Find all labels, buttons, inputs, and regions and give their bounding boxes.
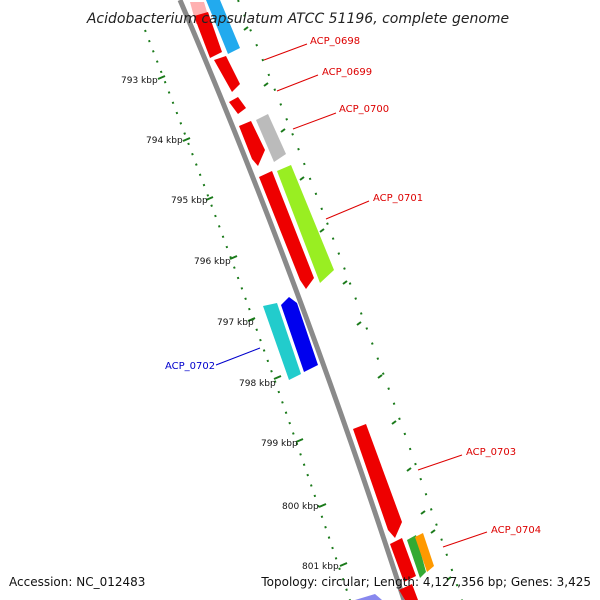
ruler-label-795: 795 kbp xyxy=(171,196,208,206)
gene-label-acp-0699[interactable]: ACP_0699 xyxy=(322,67,372,78)
cds-acp-0703[interactable] xyxy=(353,424,402,538)
cds-purple-bottom[interactable] xyxy=(355,594,382,600)
cds-acp-0698[interactable] xyxy=(194,12,222,58)
gene-label-acp-0703[interactable]: ACP_0703 xyxy=(466,447,516,458)
ruler-label-801: 801 kbp xyxy=(302,562,339,572)
ruler-label-793: 793 kbp xyxy=(121,76,158,86)
cds-acp-0700[interactable] xyxy=(229,97,246,114)
cds-skyblue-top[interactable] xyxy=(206,0,240,54)
cds-acp-0702-cyan[interactable] xyxy=(263,303,301,380)
ruler-dotted-line xyxy=(144,29,351,600)
ruler-label-799: 799 kbp xyxy=(261,439,298,449)
outer-guide-line xyxy=(237,0,463,600)
gene-label-acp-0698[interactable]: ACP_0698 xyxy=(310,36,360,47)
cds-acp-0699[interactable] xyxy=(214,56,240,92)
ruler-label-798: 798 kbp xyxy=(239,379,276,389)
cds-red-bottom[interactable] xyxy=(399,584,418,600)
map-title: Acidobacterium capsulatum ATCC 51196, co… xyxy=(86,11,509,27)
gene-label-acp-0702[interactable]: ACP_0702 xyxy=(165,361,215,372)
cds-gray[interactable] xyxy=(256,114,286,162)
cds-red-0700b[interactable] xyxy=(239,121,265,166)
cds-orange-0704[interactable] xyxy=(415,533,434,572)
gene-label-acp-0700[interactable]: ACP_0700 xyxy=(339,104,389,115)
leader-lines xyxy=(215,43,488,548)
topology-summary-text: Topology: circular; Length: 4,127,356 bp… xyxy=(260,575,591,589)
ruler-label-796: 796 kbp xyxy=(194,257,231,267)
ruler-ticks xyxy=(157,75,348,567)
gene-label-acp-0701[interactable]: ACP_0701 xyxy=(373,193,423,204)
outer-dashes xyxy=(243,26,452,581)
cds-acp-0704[interactable] xyxy=(390,538,416,582)
cds-acp-0701-red[interactable] xyxy=(259,171,314,289)
ruler-label-800: 800 kbp xyxy=(282,502,319,512)
gene-label-acp-0704[interactable]: ACP_0704 xyxy=(491,525,541,536)
ruler-label-797: 797 kbp xyxy=(217,318,254,328)
genome-backbone xyxy=(177,0,407,600)
accession-text: Accession: NC_012483 xyxy=(9,575,145,589)
cds-green-0704[interactable] xyxy=(407,535,426,578)
cds-acp-0701-lime[interactable] xyxy=(277,165,334,283)
cds-acp-0702-blue[interactable] xyxy=(281,297,318,372)
ruler-label-794: 794 kbp xyxy=(146,136,183,146)
